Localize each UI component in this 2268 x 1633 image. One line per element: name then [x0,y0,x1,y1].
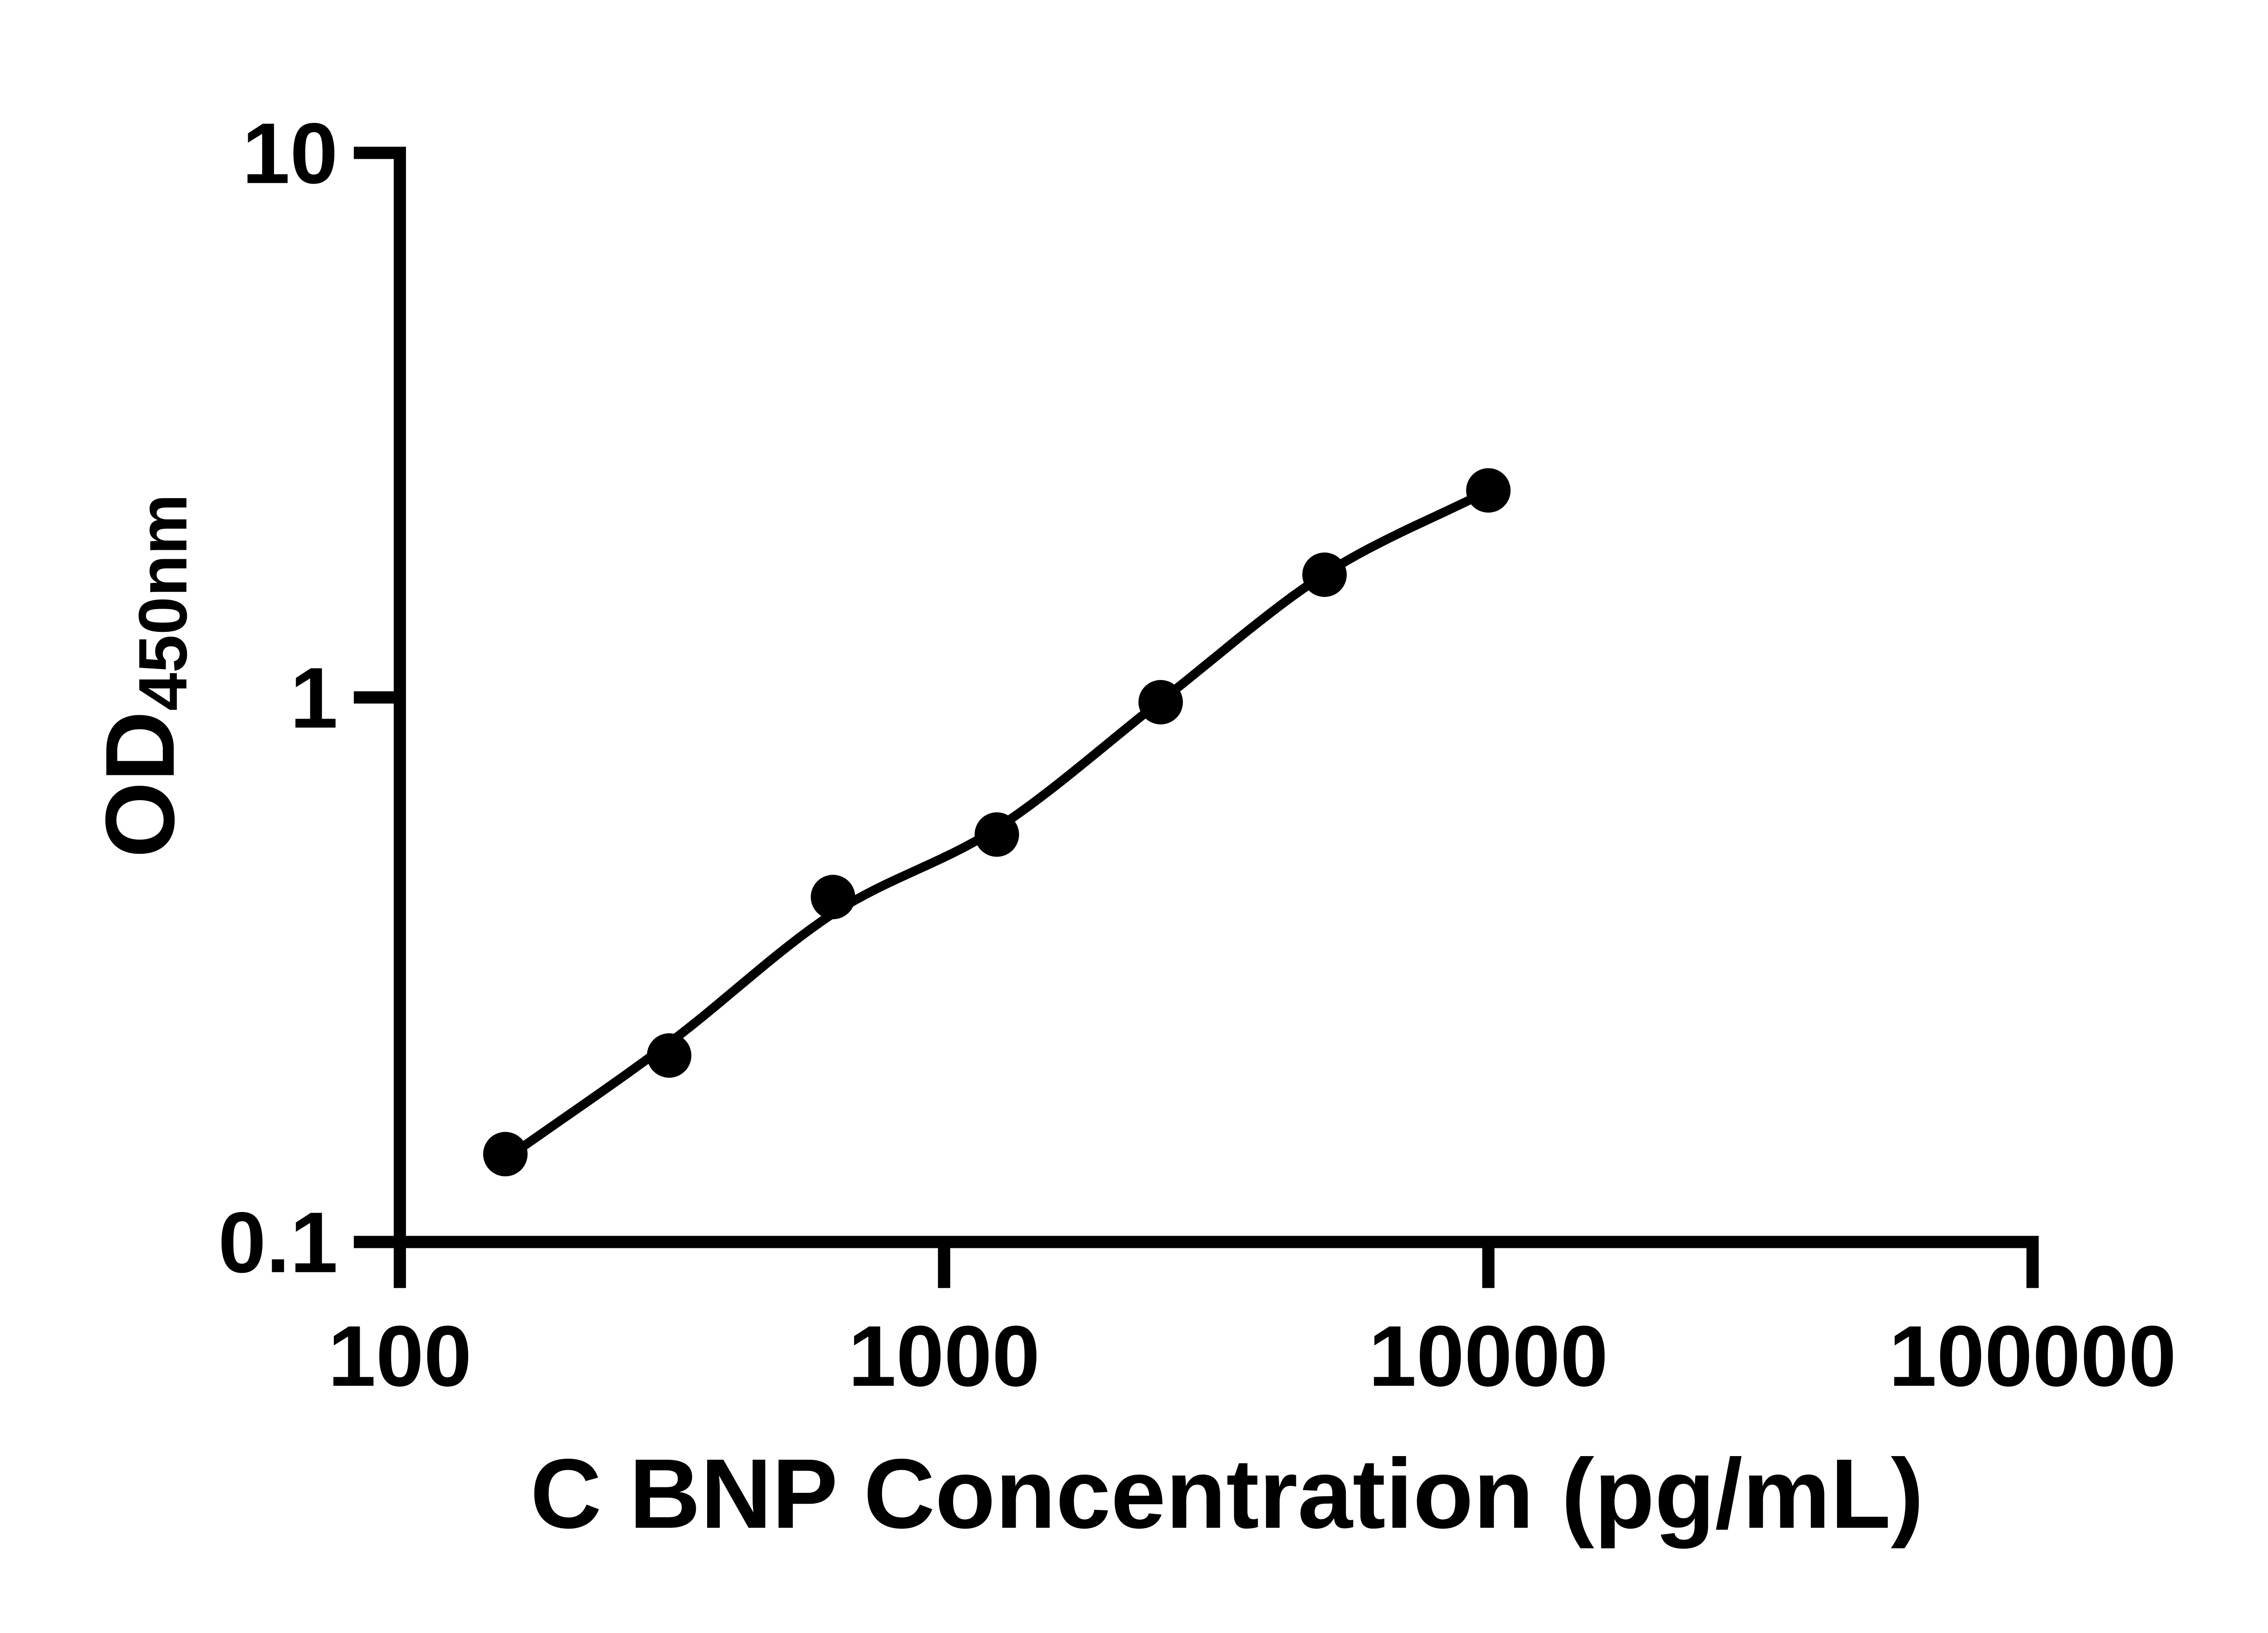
axes [394,147,2039,1248]
y-axis-title: OD450nm [85,494,201,858]
y-tick-label: 1 [290,650,338,746]
data-point [1302,552,1347,597]
data-point [974,812,1019,857]
y-tick [354,691,394,704]
x-tick [394,1248,406,1288]
y-axis-title-subscript: 450nm [124,494,201,711]
x-tick [2026,1248,2039,1288]
data-points [483,468,1511,1177]
y-tick-label: 10 [242,106,338,202]
y-axis-title-main: OD [85,711,195,858]
y-tick [354,147,394,159]
x-axis-title: C BNP Concentration (pg/mL) [530,1439,1924,1549]
x-tick-label: 10000 [1369,1308,1608,1404]
x-tick-label: 100 [328,1308,472,1404]
x-tick-labels: 100 1000 10000 100000 [328,1308,2176,1404]
data-point [1466,468,1511,513]
data-point [483,1132,528,1177]
data-point [647,1033,692,1078]
x-tick-label: 100000 [1889,1308,2176,1404]
x-tick [938,1248,950,1288]
y-tick-label: 0.1 [218,1195,338,1291]
x-axis-line [394,1236,2039,1248]
y-axis-line [394,147,406,1248]
data-point [1138,680,1183,724]
y-tick-labels: 0.1 1 10 [218,106,338,1291]
x-ticks [394,1248,2039,1288]
x-tick [1482,1248,1495,1288]
data-point [811,875,855,919]
y-tick [354,1236,394,1248]
x-tick-label: 1000 [848,1308,1040,1404]
y-ticks [354,147,394,1248]
